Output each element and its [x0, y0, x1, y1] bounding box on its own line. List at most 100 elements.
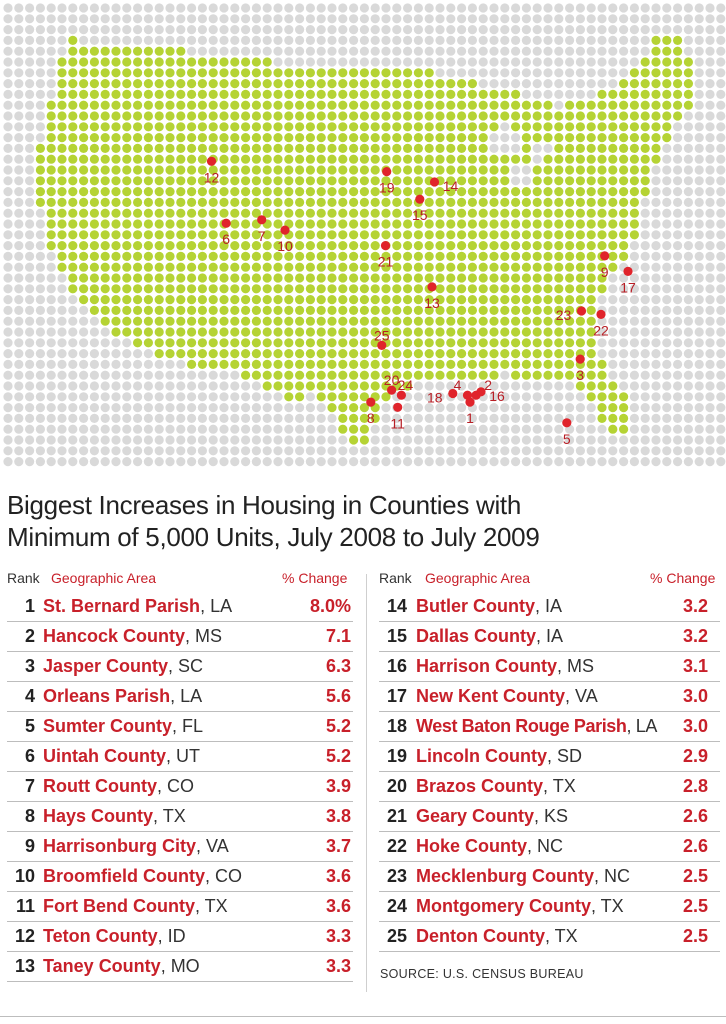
- marker-label-18: 18: [427, 390, 443, 406]
- row-change: 3.2: [682, 626, 708, 646]
- row-county-name: New Kent County: [416, 686, 566, 706]
- county-marker-19: [382, 167, 392, 177]
- row-rank: 23: [386, 866, 407, 886]
- row-change: 5.2: [325, 746, 351, 766]
- marker-label-3: 3: [576, 367, 584, 383]
- row-county-name: Uintah County: [43, 746, 166, 766]
- row-rank: 5: [24, 716, 35, 736]
- row-state: , UT: [166, 746, 200, 766]
- row-state: , IA: [535, 596, 563, 616]
- header-change: % Change: [650, 570, 716, 586]
- county-marker-3: [575, 354, 585, 364]
- row-state: , TX: [544, 926, 578, 946]
- marker-label-9: 9: [601, 264, 609, 280]
- table-row: 8 Hays County, TX 3.8: [7, 802, 353, 832]
- header-rank: Rank: [379, 570, 412, 586]
- county-marker-21: [380, 241, 391, 251]
- row-change: 3.6: [325, 896, 351, 916]
- row-rank: 20: [386, 776, 407, 796]
- row-area: Dallas County, IA: [416, 626, 563, 647]
- row-county-name: St. Bernard Parish: [43, 596, 201, 616]
- title-line-1: Biggest Increases in Housing in Counties…: [7, 490, 522, 520]
- table-header: Rank Geographic Area % Change: [379, 566, 720, 592]
- row-rank: 21: [386, 806, 407, 826]
- row-county-name: Routt County: [43, 776, 157, 796]
- row-area: Harrisonburg City, VA: [43, 836, 229, 857]
- row-county-name: Harrisonburg City: [43, 836, 197, 856]
- row-area: Hoke County, NC: [416, 836, 563, 857]
- marker-label-1: 1: [466, 410, 474, 426]
- row-change: 5.6: [325, 686, 351, 706]
- row-rank: 1: [24, 596, 35, 616]
- row-change: 3.3: [325, 926, 351, 946]
- row-change: 3.2: [682, 596, 708, 616]
- table-row: 14 Butler County, IA 3.2: [379, 592, 720, 622]
- marker-label-24: 24: [398, 377, 414, 393]
- row-change: 6.3: [325, 656, 351, 676]
- row-rank: 4: [24, 686, 35, 706]
- table-row: 10 Broomfield County, CO 3.6: [7, 862, 353, 892]
- ranking-table-right: Rank Geographic Area % Change 14 Butler Coun…: [379, 566, 720, 952]
- row-county-name: Hoke County: [416, 836, 528, 856]
- row-state: , KS: [534, 806, 569, 826]
- county-marker-5: [562, 418, 572, 428]
- marker-label-20: 20: [384, 372, 400, 388]
- row-state: , TX: [543, 776, 576, 796]
- marker-label-6: 6: [222, 231, 230, 247]
- row-rank: 14: [386, 596, 407, 616]
- row-county-name: Dallas County: [416, 626, 537, 646]
- row-change: 8.0%: [309, 596, 351, 616]
- row-county-name: Teton County: [43, 926, 158, 946]
- row-state: , SD: [546, 746, 582, 766]
- row-area: Geary County, KS: [416, 806, 568, 827]
- row-change: 2.5: [682, 896, 708, 916]
- county-marker-9: [600, 251, 610, 261]
- county-marker-15: [415, 194, 425, 204]
- row-area: Lincoln County, SD: [416, 746, 582, 767]
- row-area: Fort Bend County, TX: [43, 896, 228, 917]
- table-row: 6 Uintah County, UT 5.2: [7, 742, 353, 772]
- row-rank: 17: [386, 686, 407, 706]
- table-row: 16 Harrison County, MS 3.1: [379, 652, 720, 682]
- row-state: , IA: [536, 626, 564, 646]
- row-change: 5.2: [325, 716, 351, 736]
- row-county-name: Geary County: [416, 806, 535, 826]
- marker-label-13: 13: [424, 295, 440, 311]
- row-area: Taney County, MO: [43, 956, 200, 977]
- row-rank: 15: [386, 626, 407, 646]
- table-header: Rank Geographic Area % Change: [7, 566, 353, 592]
- row-rank: 6: [24, 746, 35, 766]
- row-state: , TX: [153, 806, 186, 826]
- row-rank: 13: [14, 956, 35, 976]
- marker-label-23: 23: [556, 307, 572, 323]
- row-state: , VA: [565, 686, 598, 706]
- row-change: 3.7: [325, 836, 351, 856]
- county-marker-7: [257, 215, 267, 225]
- county-marker-25: [377, 340, 387, 350]
- row-change: 2.5: [682, 866, 708, 886]
- table-row: 7 Routt County, CO 3.9: [7, 772, 353, 802]
- table-row: 2 Hancock County, MS 7.1: [7, 622, 353, 652]
- marker-label-25: 25: [374, 327, 390, 343]
- row-area: Jasper County, SC: [43, 656, 203, 677]
- county-marker-17: [623, 266, 633, 276]
- row-county-name: Hancock County: [43, 626, 186, 646]
- marker-label-12: 12: [204, 169, 220, 185]
- row-change: 3.6: [325, 866, 351, 886]
- row-area: Brazos County, TX: [416, 776, 576, 797]
- chart-title: Biggest Increases in Housing in Counties…: [7, 489, 719, 553]
- table-row: 13 Taney County, MO 3.3: [7, 952, 353, 982]
- county-marker-10: [280, 225, 290, 235]
- row-change: 3.0: [682, 686, 708, 706]
- county-marker-4: [462, 390, 473, 400]
- marker-label-11: 11: [390, 415, 405, 431]
- row-area: Butler County, IA: [416, 596, 562, 617]
- row-state: , CO: [205, 866, 243, 886]
- row-county-name: Fort Bend County: [43, 896, 195, 916]
- marker-label-2: 2: [484, 377, 492, 393]
- county-marker-16: [476, 387, 486, 397]
- marker-label-17: 17: [620, 279, 636, 295]
- row-county-name: Taney County: [43, 956, 161, 976]
- table-row: 1 St. Bernard Parish, LA 8.0%: [7, 592, 353, 622]
- row-area: Hays County, TX: [43, 806, 186, 827]
